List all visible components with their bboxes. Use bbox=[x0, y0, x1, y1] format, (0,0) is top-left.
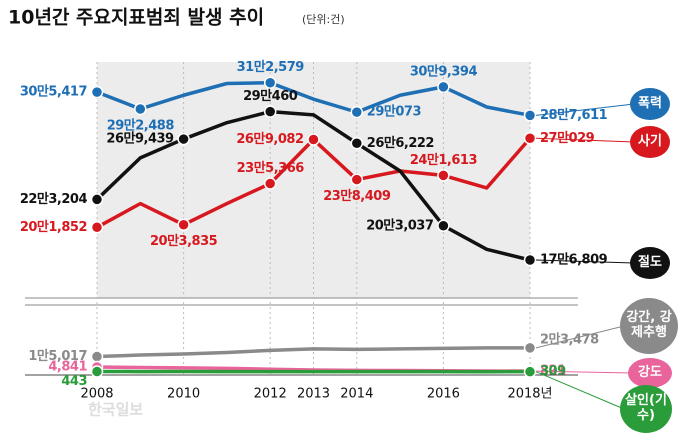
data-point bbox=[523, 109, 537, 122]
chart-subtitle: (단위:건) bbox=[302, 13, 345, 26]
series-badge: 살인(기수) bbox=[620, 385, 672, 433]
data-point bbox=[437, 169, 450, 182]
data-label: 23만8,409 bbox=[323, 188, 391, 204]
x-tick-label: 2012 bbox=[254, 387, 287, 402]
watermark: 한국일보 bbox=[88, 401, 143, 419]
data-point bbox=[134, 102, 147, 116]
badge-connector bbox=[535, 259, 635, 264]
data-point bbox=[263, 177, 277, 190]
data-label: 24만1,613 bbox=[410, 152, 478, 168]
data-label: 443 bbox=[61, 374, 87, 389]
series-badge: 강간, 강제추행 bbox=[620, 298, 678, 354]
data-point bbox=[523, 132, 537, 145]
x-tick-label: 2018년 bbox=[507, 387, 552, 402]
data-label: 4,841 bbox=[48, 360, 87, 375]
data-label: 30만5,417 bbox=[20, 84, 88, 100]
badge-connector bbox=[535, 325, 625, 349]
data-label: 26만9,082 bbox=[236, 131, 303, 147]
data-label: 28만7,611 bbox=[540, 107, 608, 123]
data-point bbox=[523, 365, 537, 378]
series-line bbox=[96, 80, 531, 118]
data-point bbox=[263, 105, 277, 118]
x-tick-label: 2010 bbox=[167, 387, 200, 402]
data-label: 27만029 bbox=[540, 130, 595, 146]
data-label: 31만2,579 bbox=[237, 59, 305, 75]
data-point bbox=[350, 105, 364, 119]
data-point bbox=[90, 365, 104, 378]
data-point bbox=[350, 173, 364, 186]
x-tick-label: 2013 bbox=[297, 387, 330, 402]
data-label: 23만5,366 bbox=[237, 160, 305, 176]
data-point bbox=[90, 85, 104, 99]
badge-connector bbox=[535, 371, 625, 410]
data-point bbox=[177, 132, 190, 146]
data-point bbox=[307, 133, 320, 146]
data-label: 20만1,852 bbox=[20, 219, 87, 235]
data-point bbox=[90, 350, 104, 363]
data-label: 17만6,809 bbox=[540, 251, 608, 267]
data-point bbox=[263, 76, 277, 89]
chart-title: 10년간 주요지표범죄 발생 추이 bbox=[8, 7, 264, 29]
data-label: 29만460 bbox=[243, 88, 298, 104]
series-line bbox=[95, 109, 531, 262]
data-label: 30만9,394 bbox=[410, 63, 478, 79]
data-label: 26만9,439 bbox=[106, 131, 174, 147]
data-point bbox=[177, 218, 190, 231]
data-label: 22만3,204 bbox=[20, 191, 88, 207]
data-label: 20만3,835 bbox=[150, 233, 218, 249]
data-label: 29만073 bbox=[367, 104, 422, 120]
x-tick-label: 2014 bbox=[340, 387, 373, 402]
data-label: 309 bbox=[540, 364, 566, 379]
badge-connector bbox=[535, 103, 635, 116]
data-point bbox=[350, 137, 364, 150]
series-line bbox=[96, 346, 531, 359]
x-tick-label: 2016 bbox=[427, 387, 460, 402]
series-badge: 절도 bbox=[630, 247, 670, 279]
data-label: 29만2,488 bbox=[107, 117, 175, 133]
badge-connector bbox=[535, 370, 633, 374]
series-badge: 사기 bbox=[630, 126, 670, 158]
data-point bbox=[437, 80, 450, 94]
data-point bbox=[523, 253, 537, 267]
data-label: 1만5,017 bbox=[28, 348, 87, 364]
data-label: 26만6,222 bbox=[367, 135, 434, 151]
data-point bbox=[90, 193, 104, 206]
data-point bbox=[523, 341, 537, 355]
data-label: 20만3,037 bbox=[366, 217, 434, 233]
data-point bbox=[437, 219, 450, 233]
series-badge: 강도 bbox=[628, 358, 672, 388]
badge-connector bbox=[535, 137, 635, 143]
x-tick-label: 2008 bbox=[80, 387, 113, 402]
series-badge: 폭력 bbox=[630, 88, 670, 120]
data-point bbox=[90, 221, 104, 234]
